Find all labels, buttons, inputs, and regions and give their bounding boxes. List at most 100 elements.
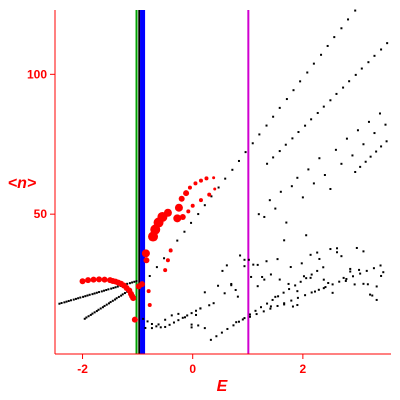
- black-point: [333, 36, 336, 39]
- black-point: [316, 251, 319, 254]
- black-point-series: [58, 9, 389, 341]
- black-point: [348, 80, 351, 83]
- black-point: [289, 266, 292, 269]
- black-point: [351, 275, 354, 278]
- red-point: [190, 203, 195, 208]
- black-point: [84, 295, 87, 298]
- black-point: [365, 269, 368, 272]
- black-point: [327, 281, 330, 284]
- black-point: [338, 280, 341, 283]
- axes: [54, 10, 391, 355]
- black-point: [301, 196, 304, 199]
- black-point: [170, 314, 173, 317]
- black-point: [355, 246, 358, 249]
- black-point: [112, 286, 115, 289]
- black-point: [248, 313, 251, 316]
- black-point: [354, 9, 357, 12]
- black-point: [299, 80, 302, 83]
- black-point: [107, 288, 110, 291]
- black-point: [310, 273, 313, 276]
- black-point: [292, 89, 295, 92]
- black-point: [159, 326, 162, 329]
- black-point: [263, 215, 266, 218]
- red-point: [79, 278, 86, 285]
- black-point: [250, 275, 253, 278]
- black-point: [309, 253, 312, 256]
- y-tick-label: 100: [27, 67, 47, 81]
- black-point: [379, 264, 382, 267]
- black-point: [283, 303, 286, 306]
- black-point: [296, 176, 299, 179]
- black-point: [276, 304, 279, 307]
- black-point: [274, 295, 277, 298]
- red-point: [146, 289, 151, 294]
- black-point: [261, 275, 264, 278]
- black-point: [269, 307, 272, 310]
- black-point: [287, 282, 290, 285]
- black-point: [60, 302, 63, 305]
- black-point: [79, 296, 82, 299]
- black-point: [322, 266, 325, 269]
- black-point: [88, 293, 91, 296]
- black-point: [340, 255, 343, 258]
- black-point: [256, 285, 259, 288]
- black-point: [385, 140, 388, 143]
- black-point: [252, 263, 255, 266]
- black-point: [164, 318, 167, 321]
- black-point: [317, 288, 320, 291]
- black-point: [265, 260, 268, 263]
- black-point: [146, 320, 149, 323]
- black-point: [362, 143, 365, 146]
- black-point: [208, 304, 211, 307]
- black-point: [100, 290, 103, 293]
- black-point: [345, 137, 348, 140]
- black-point: [334, 148, 337, 151]
- black-point: [331, 291, 334, 294]
- black-point: [241, 318, 244, 321]
- black-point: [386, 42, 389, 45]
- black-point: [195, 309, 198, 312]
- black-point: [67, 299, 70, 302]
- black-point: [380, 145, 383, 148]
- black-point: [190, 221, 193, 224]
- black-point: [203, 291, 206, 294]
- black-point: [358, 268, 361, 271]
- black-point: [177, 312, 180, 315]
- black-point: [290, 185, 293, 188]
- black-point: [285, 221, 288, 224]
- black-point: [296, 296, 299, 299]
- red-point: [179, 213, 186, 220]
- black-point: [105, 303, 108, 306]
- black-point: [95, 310, 98, 313]
- black-point: [277, 295, 280, 298]
- black-point: [340, 162, 343, 165]
- black-point: [103, 304, 106, 307]
- black-point: [269, 273, 272, 276]
- black-point: [300, 262, 303, 265]
- black-point: [366, 283, 369, 286]
- red-point: [173, 214, 182, 223]
- black-point: [283, 302, 286, 305]
- black-point: [83, 317, 86, 320]
- red-point: [193, 181, 198, 186]
- black-point: [318, 257, 321, 260]
- black-point: [237, 320, 240, 323]
- black-point: [128, 282, 131, 285]
- black-point: [217, 284, 220, 287]
- black-point: [278, 106, 281, 109]
- black-point: [209, 338, 212, 341]
- black-point: [351, 154, 354, 157]
- black-point: [243, 265, 246, 268]
- y-tick-label: 50: [34, 207, 48, 221]
- red-point: [212, 176, 216, 180]
- black-point: [283, 239, 286, 242]
- black-point: [378, 112, 381, 115]
- black-point: [109, 301, 112, 304]
- black-point: [65, 300, 68, 303]
- black-point: [349, 267, 352, 270]
- black-point: [77, 297, 80, 300]
- black-point: [131, 281, 134, 284]
- black-point: [237, 159, 240, 162]
- black-point: [262, 310, 265, 313]
